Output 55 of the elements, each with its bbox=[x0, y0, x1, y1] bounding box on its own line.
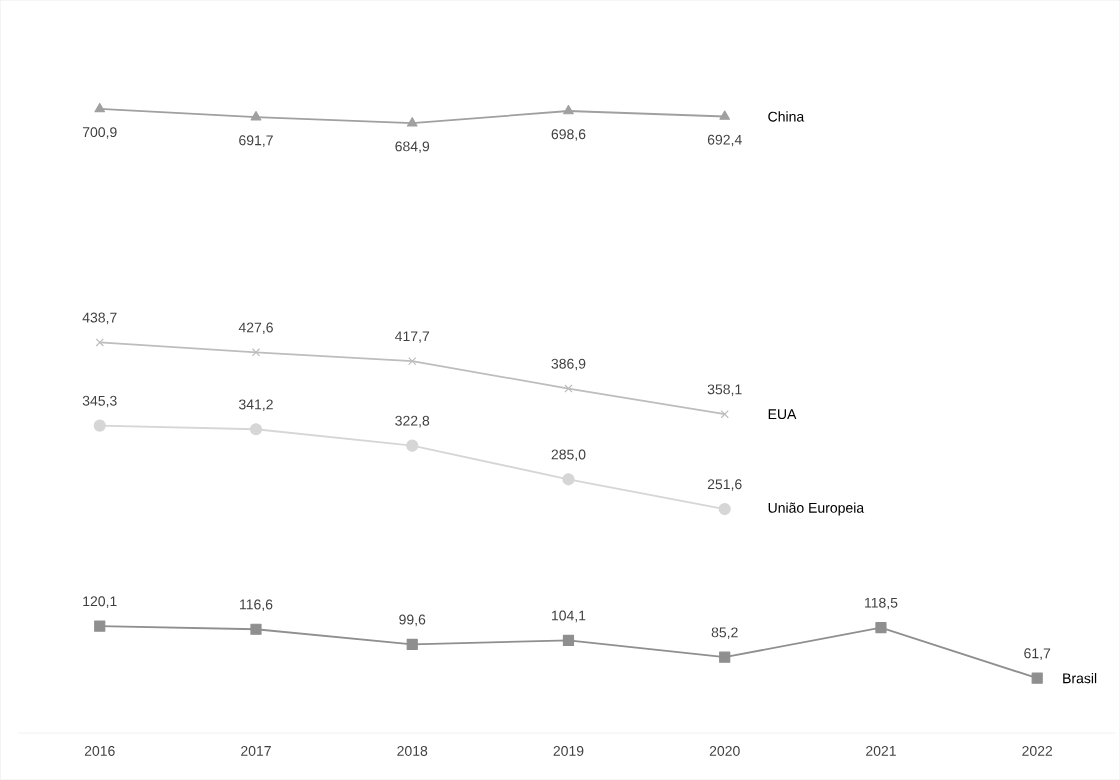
data-label: 251,6 bbox=[707, 479, 742, 491]
text: União Europeia bbox=[768, 502, 865, 516]
x-tick-label: 2018 bbox=[397, 746, 428, 756]
point bbox=[562, 473, 575, 486]
point bbox=[93, 419, 106, 432]
data-label: 691,7 bbox=[239, 135, 273, 148]
point bbox=[406, 638, 418, 651]
point bbox=[719, 110, 731, 120]
data-label: 684,9 bbox=[395, 141, 430, 154]
data-label: 120,1 bbox=[83, 596, 117, 609]
data-label: 104,1 bbox=[552, 610, 586, 623]
point bbox=[875, 622, 887, 634]
data-label: 116,6 bbox=[240, 599, 273, 612]
point bbox=[719, 651, 731, 663]
data-label: 438,7 bbox=[82, 312, 117, 325]
data-label: 692,4 bbox=[707, 134, 742, 147]
point bbox=[95, 338, 104, 347]
data-label: 85,2 bbox=[711, 627, 738, 640]
data-label: 417,7 bbox=[395, 331, 430, 343]
point bbox=[251, 348, 261, 357]
x-tick-label: 2021 bbox=[866, 746, 896, 756]
text: EUA bbox=[768, 409, 797, 420]
data-label: 341,2 bbox=[238, 399, 273, 412]
data-label: 386,9 bbox=[551, 358, 586, 371]
point bbox=[718, 503, 731, 516]
text: China bbox=[768, 111, 805, 122]
x-tick-label: 2020 bbox=[709, 746, 740, 756]
point bbox=[564, 384, 573, 393]
point bbox=[406, 117, 418, 127]
point bbox=[562, 634, 575, 647]
data-label: 700,9 bbox=[82, 127, 117, 139]
point bbox=[250, 623, 262, 635]
data-label: 118,5 bbox=[865, 597, 898, 610]
data-label: 698,6 bbox=[551, 129, 586, 141]
x-tick-label: 2016 bbox=[84, 746, 115, 756]
series-label: Brasil bbox=[1063, 673, 1097, 684]
point bbox=[249, 423, 263, 436]
point bbox=[1031, 672, 1043, 684]
point bbox=[563, 104, 574, 115]
data-label: 61,7 bbox=[1024, 648, 1051, 661]
point bbox=[720, 410, 729, 419]
data-label: 99,6 bbox=[399, 614, 426, 627]
point bbox=[408, 357, 417, 366]
data-label: 345,3 bbox=[82, 395, 117, 408]
data-label: 285,0 bbox=[551, 449, 586, 462]
data-label: 358,1 bbox=[707, 384, 742, 397]
x-tick-label: 2019 bbox=[553, 746, 584, 756]
data-label: 322,8 bbox=[395, 415, 430, 428]
data-label: 427,6 bbox=[238, 322, 273, 335]
point bbox=[250, 111, 262, 121]
x-tick-label: 2017 bbox=[241, 746, 271, 756]
point bbox=[94, 102, 106, 113]
point bbox=[406, 439, 419, 452]
x-tick-label: 2022 bbox=[1022, 746, 1053, 756]
point bbox=[94, 620, 106, 632]
